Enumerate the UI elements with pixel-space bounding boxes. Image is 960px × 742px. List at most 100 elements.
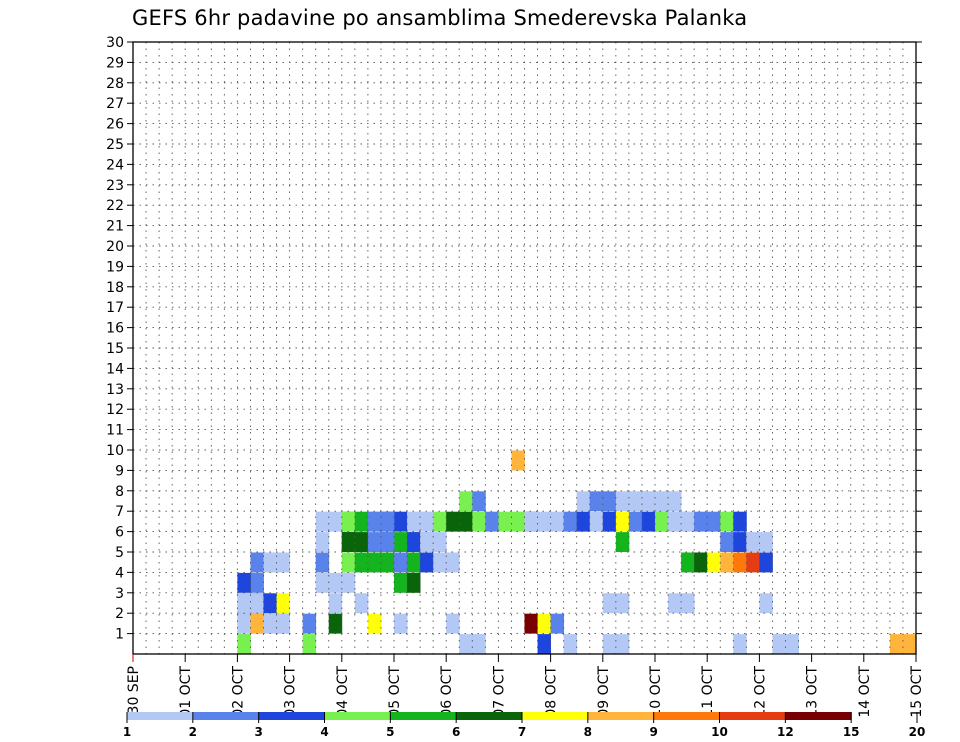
precip-cell-10 — [237, 613, 251, 634]
x-tick-label-10: 10 OCT — [648, 666, 664, 718]
y-tick-label-16: 16 — [106, 321, 124, 337]
colorbar-label-6: 6 — [452, 725, 460, 739]
precip-cell-2 — [250, 572, 264, 593]
x-tick-label-5: 05 OCT — [387, 666, 403, 718]
precip-cell-43 — [263, 552, 277, 573]
precip-cell-36 — [407, 572, 421, 593]
precip-cell-139 — [759, 552, 773, 573]
colorbar-segment-3 — [324, 712, 391, 720]
precip-cell-124 — [341, 552, 356, 573]
precip-cell-84 — [511, 511, 525, 532]
precip-cell-85 — [524, 511, 538, 532]
precip-cell-25 — [328, 613, 343, 634]
precip-cell-19 — [263, 593, 277, 614]
precip-cell-132 — [446, 552, 460, 573]
precip-cell-88 — [563, 511, 578, 532]
colorbar-segment-0 — [127, 712, 194, 720]
precip-cell-131 — [433, 552, 447, 573]
precip-cell-53 — [563, 634, 578, 654]
y-tick-label-18: 18 — [106, 280, 124, 296]
colorbar-label-5: 5 — [386, 725, 394, 739]
precip-cell-127 — [380, 552, 395, 573]
precip-cell-59 — [394, 532, 408, 552]
y-tick-label-15: 15 — [106, 341, 124, 357]
precip-cell-75 — [394, 511, 408, 532]
colorbar-label-20: 20 — [909, 725, 926, 739]
precip-cell-102 — [328, 511, 343, 532]
x-tick-label-1: 01 OCT — [178, 666, 194, 718]
precip-cell-99 — [707, 511, 721, 532]
precip-cell-87 — [550, 511, 565, 532]
precip-cell-56 — [315, 532, 330, 552]
precip-cell-82 — [485, 511, 499, 532]
y-tick-label-1: 1 — [115, 627, 124, 643]
precip-cell-128 — [394, 552, 408, 573]
precip-cell-54 — [772, 634, 786, 654]
colorbar-label-12: 12 — [777, 725, 794, 739]
x-tick-label-8: 08 OCT — [544, 666, 560, 718]
precip-cell-110 — [589, 491, 604, 512]
precip-cell-101 — [733, 511, 747, 532]
precip-cell-129 — [407, 552, 421, 573]
colorbar-label-7: 7 — [518, 725, 526, 739]
precip-cell-24 — [328, 593, 343, 614]
precip-cell-125 — [354, 552, 369, 573]
y-tick-label-21: 21 — [106, 219, 124, 235]
y-tick-label-3: 3 — [115, 586, 124, 602]
precip-cell-16 — [237, 593, 251, 614]
precip-cell-28 — [472, 634, 486, 654]
precip-cell-62 — [433, 532, 447, 552]
precip-cell-121 — [407, 532, 421, 552]
precip-cell-38 — [537, 634, 551, 654]
precip-cell-76 — [407, 511, 421, 532]
precip-cell-47 — [602, 634, 617, 654]
precip-cell-130 — [420, 552, 434, 573]
colorbar-segment-1 — [192, 712, 260, 720]
precip-cell-32 — [354, 593, 369, 614]
x-tick-label-3: 03 OCT — [283, 666, 299, 718]
precip-cell-20 — [276, 593, 290, 614]
y-tick-label-26: 26 — [106, 117, 124, 133]
precip-cell-107 — [459, 491, 473, 512]
precip-cell-30 — [328, 572, 343, 593]
y-tick-label-2: 2 — [115, 606, 124, 622]
precip-cell-50 — [524, 613, 538, 634]
y-tick-label-12: 12 — [106, 402, 124, 418]
colorbar-label-2: 2 — [189, 725, 197, 739]
precip-cell-42 — [250, 552, 264, 573]
precip-cell-52 — [550, 613, 565, 634]
precip-cell-137 — [733, 552, 747, 573]
precip-cell-133 — [681, 552, 695, 573]
precip-cell-116 — [668, 491, 682, 512]
precip-cell-126 — [367, 552, 382, 573]
precip-cell-63 — [602, 593, 617, 614]
y-tick-label-11: 11 — [106, 423, 124, 439]
precip-cell-119 — [367, 532, 382, 552]
precip-cell-83 — [498, 511, 512, 532]
precip-cell-27 — [459, 634, 473, 654]
precip-cell-135 — [707, 552, 721, 573]
precip-cell-68 — [720, 532, 734, 552]
precip-cell-97 — [681, 511, 695, 532]
colorbar-label-9: 9 — [649, 725, 657, 739]
precip-cell-69 — [733, 532, 747, 552]
precip-cell-3 — [237, 572, 251, 593]
precip-cell-41 — [759, 593, 773, 614]
colorbar-label-4: 4 — [320, 725, 328, 739]
colorbar-label-1: 1 — [123, 725, 131, 739]
y-tick-label-22: 22 — [106, 198, 124, 214]
y-tick-label-29: 29 — [106, 55, 124, 71]
x-tick-label-0: 30 SEP — [126, 666, 142, 714]
y-tick-label-17: 17 — [106, 300, 124, 316]
precip-cell-17 — [250, 593, 264, 614]
x-tick-label-6: 06 OCT — [439, 666, 455, 718]
precip-cell-29 — [733, 634, 747, 654]
precip-cell-100 — [720, 511, 734, 532]
precip-cell-15 — [902, 634, 917, 654]
x-tick-label-2: 02 OCT — [230, 666, 246, 718]
precip-cell-86 — [537, 511, 551, 532]
precip-cell-81 — [472, 511, 486, 532]
precip-cell-45 — [315, 552, 330, 573]
precip-cell-21 — [302, 613, 317, 634]
colorbar-segment-9 — [719, 712, 786, 720]
